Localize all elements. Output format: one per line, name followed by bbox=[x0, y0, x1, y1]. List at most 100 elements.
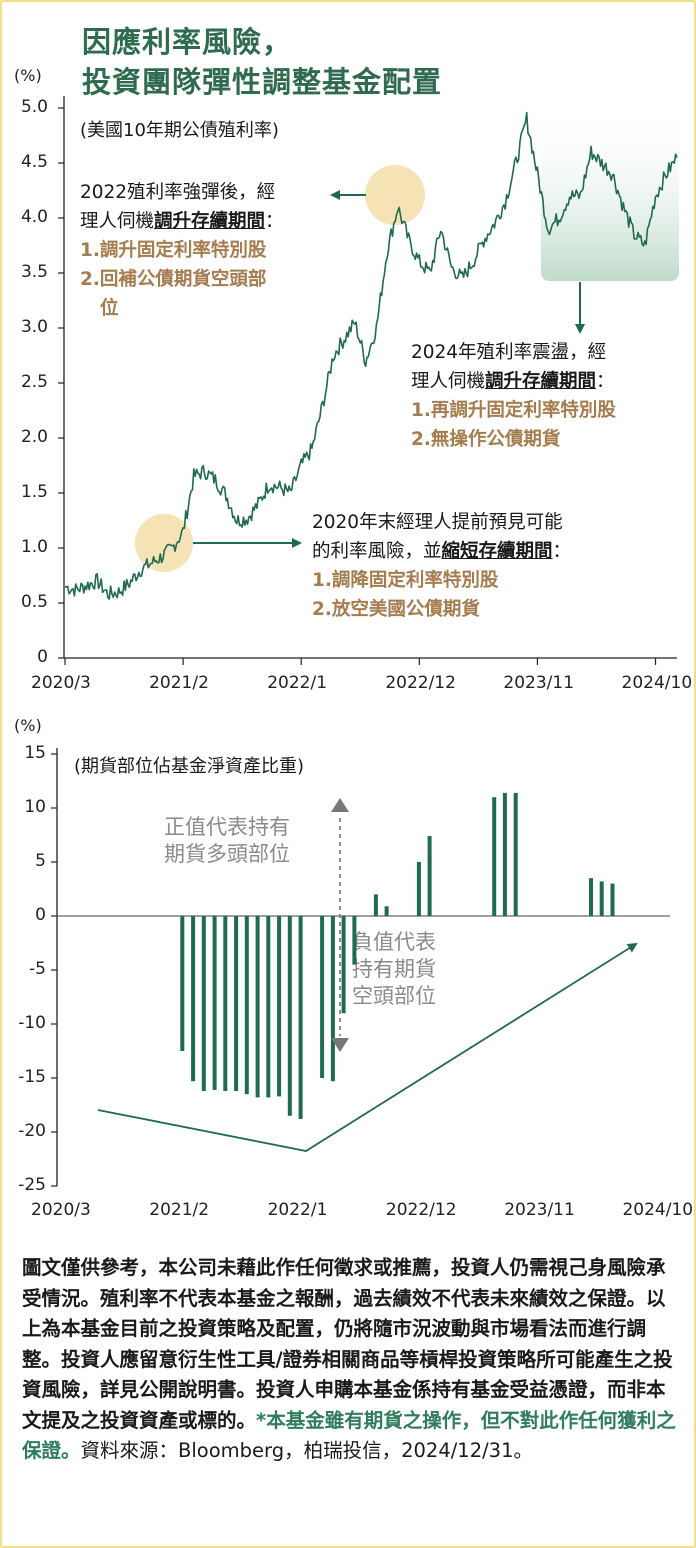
disclaimer-main: 圖文僅供參考，本公司未藉此作任何徵求或推薦，投資人仍需視己身風險承受情況。殖利率… bbox=[22, 1256, 673, 1432]
ann2020-action-1: 1.調降固定利率特別股 bbox=[312, 570, 499, 591]
highlight-circle-2020 bbox=[135, 514, 193, 572]
positive-note: 正值代表持有 期貨多頭部位 bbox=[164, 814, 290, 868]
chart1-ytick-label: 4.5 bbox=[20, 152, 48, 172]
chart2-ytick-label: 15 bbox=[24, 743, 46, 763]
annotation-2022: 2022殖利率強彈後，經 理人伺機調升存續期間： 1.調升固定利率特別股 2.回… bbox=[80, 178, 284, 323]
ann2024-line2-pre: 理人伺機 bbox=[411, 371, 486, 392]
chart1-ytick-label: 2.5 bbox=[20, 372, 48, 392]
negative-note-line2: 持有期貨 bbox=[352, 957, 436, 981]
ann2024-line2-post: ： bbox=[596, 371, 615, 392]
futures-bar bbox=[492, 797, 497, 916]
chart1-ytick-label: 2.0 bbox=[20, 427, 48, 447]
negative-note-line1: 負值代表 bbox=[352, 930, 436, 954]
ann2022-action-2a: 2.回補公債期貨空頭部 bbox=[80, 269, 267, 290]
futures-bar bbox=[352, 916, 357, 965]
futures-bar bbox=[384, 906, 389, 916]
ann2022-line1: 2022殖利率強彈後，經 bbox=[80, 182, 276, 203]
futures-bar bbox=[266, 916, 271, 1098]
annotation-2024: 2024年殖利率震盪，經 理人伺機調升存續期間： 1.再調升固定利率特別股 2.… bbox=[411, 338, 616, 454]
ann2020-line2-post: ： bbox=[552, 541, 572, 562]
disclaimer: 圖文僅供參考，本公司未藉此作任何徵求或推薦，投資人仍需視己身風險承受情況。殖利率… bbox=[22, 1253, 684, 1467]
futures-bar bbox=[502, 792, 507, 916]
ann2024-line1: 2024年殖利率震盪，經 bbox=[411, 342, 607, 363]
title-line-2: 投資團隊彈性調整基金配置 bbox=[82, 65, 443, 99]
chart1-ytick-label: 4.0 bbox=[20, 207, 48, 227]
ann2024-action-1: 1.再調升固定利率特別股 bbox=[411, 400, 616, 421]
page-title: 因應利率風險， 投資團隊彈性調整基金配置 bbox=[82, 22, 442, 102]
disclaimer-highlight: *本基金雖有期貨之操作，但不對此作任何獲利之保證。 bbox=[22, 1408, 676, 1463]
chart2-ytick-label: -5 bbox=[29, 959, 46, 979]
chart2-xtick-label: 2021/2 bbox=[149, 1200, 210, 1220]
futures-bar bbox=[201, 916, 206, 1091]
futures-bar bbox=[223, 916, 228, 1091]
highlight-circle-2022 bbox=[365, 165, 425, 225]
ann2022-action-2b: 位 bbox=[100, 298, 119, 319]
ann2020-line2-underlined: 縮短存續期間 bbox=[441, 541, 553, 562]
chart1-xtick-label: 2020/3 bbox=[31, 673, 91, 693]
futures-bar bbox=[330, 916, 335, 1082]
ann2024-line2-underlined: 調升存續期間 bbox=[485, 371, 597, 392]
title-line-1: 因應利率風險， bbox=[82, 25, 293, 59]
futures-bar bbox=[212, 916, 217, 1090]
chart2-ytick-label: 10 bbox=[24, 797, 46, 817]
chart2-ytick-label: 5 bbox=[35, 851, 46, 871]
chart1-xtick-label: 2023/11 bbox=[503, 673, 575, 693]
chart2-unit-label: (%) bbox=[14, 716, 42, 735]
chart2-ytick-label: -20 bbox=[18, 1121, 46, 1141]
ann2024-action-2: 2.無操作公債期貨 bbox=[411, 429, 561, 450]
futures-bar bbox=[373, 894, 378, 916]
chart1-unit-label: (%) bbox=[14, 66, 42, 85]
annotation-2020: 2020年末經理人提前預見可能 的利率風險，並縮短存續期間： 1.調降固定利率特… bbox=[312, 508, 571, 624]
futures-bar bbox=[180, 916, 185, 1051]
chart1-ytick-label: 1.5 bbox=[20, 482, 48, 502]
futures-bar bbox=[287, 916, 292, 1116]
chart2-ytick-label: -25 bbox=[18, 1175, 46, 1195]
ann2020-action-2: 2.放空美國公債期貨 bbox=[312, 599, 480, 620]
futures-bar bbox=[255, 916, 260, 1098]
futures-bar bbox=[341, 916, 346, 1014]
positive-note-line2: 期貨多頭部位 bbox=[164, 842, 290, 866]
chart2-xtick-label: 2022/1 bbox=[267, 1200, 328, 1220]
chart1-ytick-label: 0.5 bbox=[20, 592, 48, 612]
disclaimer-source: 資料來源：Bloomberg，柏瑞投信，2024/12/31。 bbox=[80, 1439, 533, 1462]
highlight-panel-2024 bbox=[541, 104, 679, 281]
negative-note-line3: 空頭部位 bbox=[352, 984, 436, 1008]
chart2-ytick-label: -15 bbox=[18, 1067, 46, 1087]
futures-bar bbox=[416, 862, 421, 916]
yield-series-line bbox=[64, 111, 678, 600]
trend-line bbox=[97, 942, 638, 1152]
futures-bar bbox=[234, 916, 239, 1091]
chart1-ytick-label: 3.5 bbox=[20, 262, 48, 282]
chart1-ytick-label: 1.0 bbox=[20, 537, 48, 557]
chart1-xtick-label: 2021/2 bbox=[149, 673, 209, 693]
ann2022-action-1: 1.調升固定利率特別股 bbox=[80, 240, 267, 261]
chart2-xtick-label: 2022/12 bbox=[385, 1200, 457, 1220]
chart1-xtick-label: 2024/10 bbox=[621, 673, 693, 693]
futures-bar bbox=[589, 878, 593, 916]
futures-bar bbox=[427, 836, 432, 916]
negative-note: 負值代表 持有期貨 空頭部位 bbox=[352, 929, 436, 1010]
futures-bar bbox=[191, 916, 196, 1082]
chart1-xtick-label: 2022/12 bbox=[385, 673, 456, 693]
chart1-xtick-label: 2022/1 bbox=[267, 673, 328, 693]
arrow-up-head bbox=[331, 798, 349, 812]
chart2-ytick-label: 0 bbox=[35, 905, 46, 925]
futures-bar bbox=[513, 792, 518, 916]
futures-bar bbox=[277, 916, 282, 1097]
chart2-ytick-label: -10 bbox=[18, 1013, 46, 1033]
ann2022-line2-pre: 理人伺機 bbox=[80, 211, 155, 232]
futures-bar bbox=[599, 881, 604, 916]
chart1-ytick-label: 0 bbox=[37, 647, 48, 667]
ann2022-line2-post: ： bbox=[265, 211, 284, 232]
chart2-subtitle: (期貨部位佔基金淨資產比重) bbox=[74, 756, 305, 777]
ann2020-line1: 2020年末經理人提前預見可能 bbox=[312, 512, 563, 533]
ann2020-line2-pre: 的利率風險，並 bbox=[312, 541, 442, 562]
futures-bar bbox=[610, 883, 615, 916]
chart2-xtick-label: 2024/10 bbox=[622, 1200, 694, 1220]
chart2-xtick-label: 2023/11 bbox=[504, 1200, 575, 1220]
positive-note-line1: 正值代表持有 bbox=[164, 815, 290, 839]
chart1-ytick-label: 3.0 bbox=[20, 317, 48, 337]
arrow-down-head bbox=[331, 1038, 349, 1052]
